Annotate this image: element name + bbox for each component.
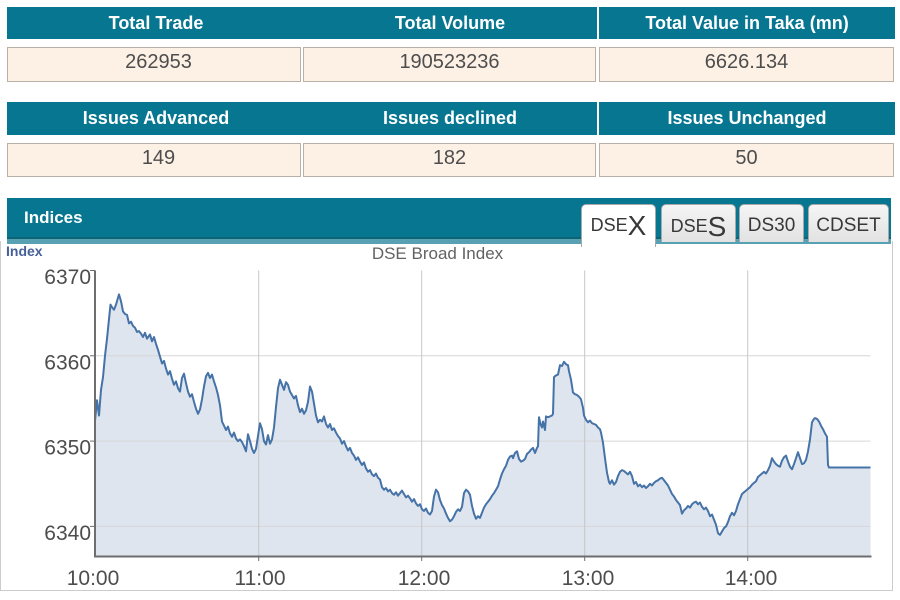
svg-text:6350: 6350	[44, 437, 91, 460]
svg-text:13:00: 13:00	[562, 567, 615, 590]
svg-text:6340: 6340	[44, 522, 91, 545]
svg-text:12:00: 12:00	[398, 567, 451, 590]
svg-text:6370: 6370	[44, 266, 91, 289]
svg-text:6360: 6360	[44, 351, 91, 374]
svg-text:10:00: 10:00	[67, 567, 120, 590]
svg-text:11:00: 11:00	[235, 567, 286, 590]
svg-text:14:00: 14:00	[725, 567, 778, 590]
